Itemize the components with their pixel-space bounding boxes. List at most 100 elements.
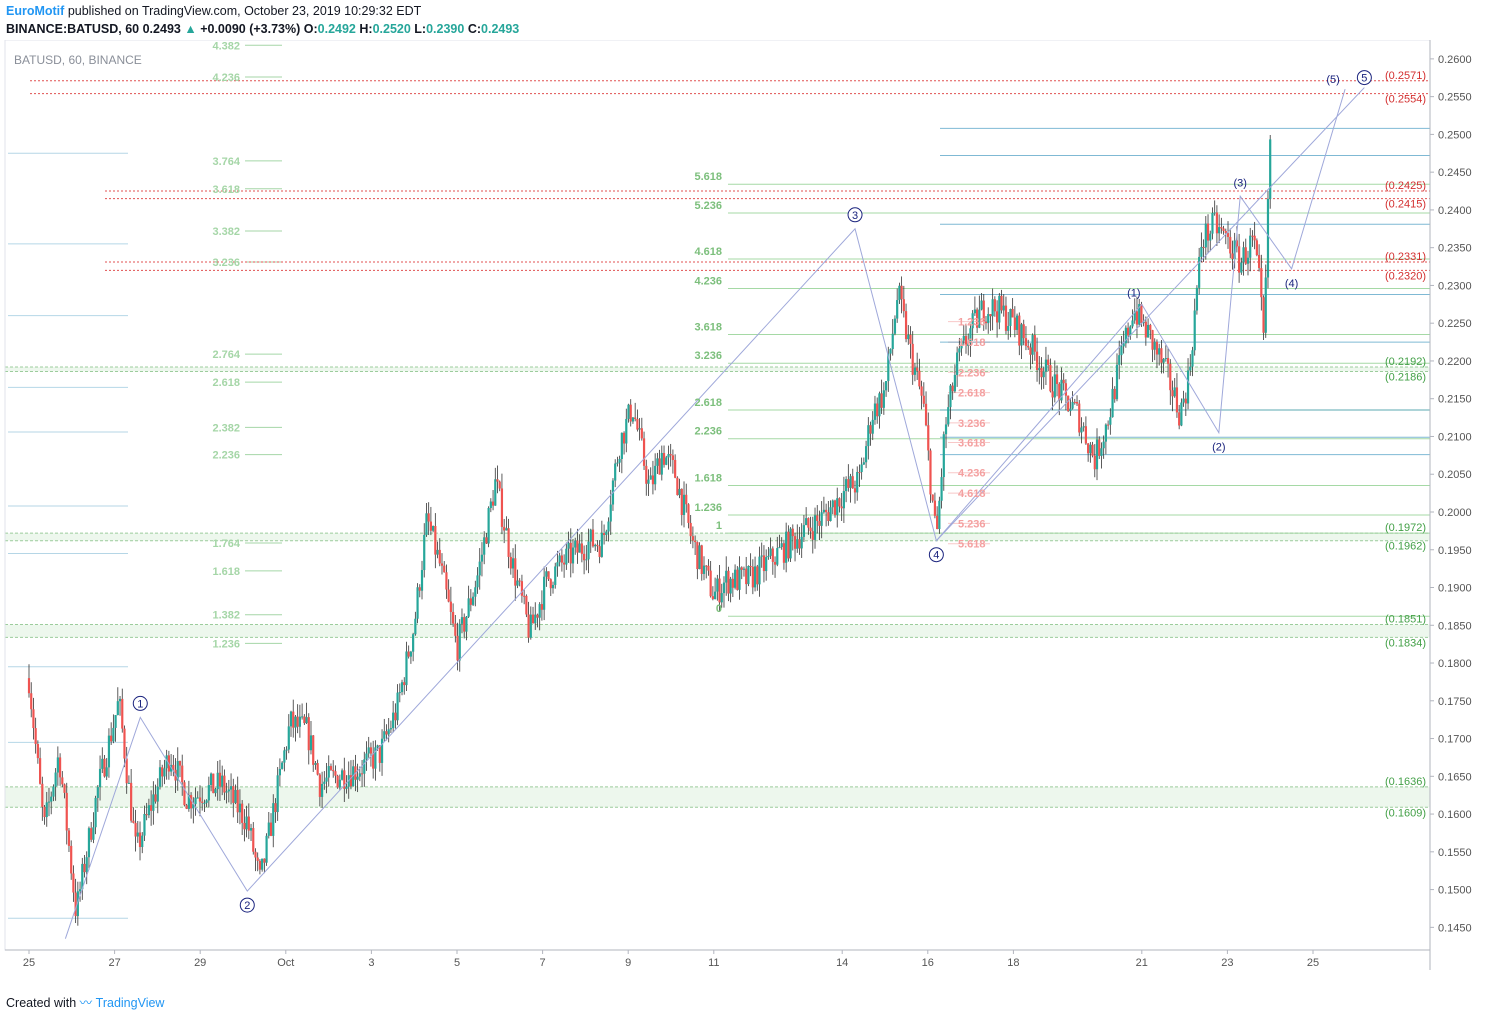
candle-body <box>991 299 994 317</box>
candle-body <box>238 803 242 813</box>
tradingview-brand[interactable]: TradingView <box>95 996 165 1010</box>
candle-body <box>665 457 668 465</box>
y-tick-label: 0.1850 <box>1438 620 1472 632</box>
candle-body <box>1146 324 1150 338</box>
price-level-label: (0.2192) <box>1385 356 1426 368</box>
price-chart[interactable]: (0.2571) (0.2554) (0.2425) (0.2415) (0.2331)… <box>0 40 1485 980</box>
candle-body <box>816 515 819 521</box>
candle-body <box>711 596 714 600</box>
candle-body <box>716 578 719 592</box>
candle-body <box>809 527 812 532</box>
candle-body <box>94 797 97 828</box>
candle-body <box>274 803 277 813</box>
candle-body <box>1020 324 1023 346</box>
candle-body <box>700 545 703 574</box>
candle-body <box>738 567 741 590</box>
candle-body <box>216 772 219 790</box>
candle-body <box>203 802 206 804</box>
level-bands <box>5 366 1430 808</box>
candle-body <box>585 559 588 561</box>
candle-body <box>676 477 679 496</box>
candle-body <box>534 614 537 624</box>
candle-body <box>307 717 310 751</box>
candle-body <box>63 784 66 793</box>
candle-body <box>529 614 532 638</box>
candle-body <box>314 763 317 765</box>
close-value: 0.2493 <box>481 22 520 36</box>
candle-body <box>292 711 295 728</box>
candle-body <box>1111 388 1114 418</box>
fib-left-label: 2.382 <box>212 422 240 434</box>
candle-body <box>507 528 510 557</box>
candle-body <box>1262 297 1265 333</box>
candle-body <box>731 578 734 588</box>
candle-body <box>54 772 57 787</box>
candle-body <box>334 771 337 776</box>
candle-body <box>780 543 783 548</box>
candle-body <box>862 462 865 465</box>
candle-body <box>478 561 481 576</box>
candle-body <box>616 462 619 464</box>
candle-body <box>525 595 528 615</box>
candle-body <box>980 300 983 310</box>
candle-body <box>1040 368 1043 378</box>
candle-body <box>218 772 222 787</box>
candle-body <box>1100 448 1103 456</box>
candle-body <box>667 454 670 458</box>
candle-body <box>327 766 330 778</box>
x-tick-label: 23 <box>1221 957 1233 969</box>
candle-body <box>1142 321 1145 324</box>
candle-body <box>1113 388 1116 400</box>
fib-left-label: 2.618 <box>212 377 240 389</box>
publish-header: EuroMotif published on TradingView.com, … <box>6 4 421 18</box>
candle-body <box>1235 240 1238 247</box>
candle-body <box>558 555 561 563</box>
candle-body <box>1164 358 1167 360</box>
candle-body <box>474 587 477 597</box>
candle-body <box>911 343 914 375</box>
fib-mid-label: 3.236 <box>694 350 722 362</box>
y-tick-label: 0.2250 <box>1438 318 1472 330</box>
y-tick-label: 0.2600 <box>1438 54 1472 66</box>
candle-body <box>1053 374 1056 398</box>
candle-body <box>303 716 306 724</box>
candle-body <box>427 513 430 522</box>
candle-body <box>638 428 641 430</box>
candle-body <box>1084 426 1088 444</box>
candle-body <box>1009 308 1012 326</box>
candle-body <box>656 458 659 466</box>
candle-body <box>571 547 575 564</box>
price-level-label: (0.1609) <box>1385 807 1426 819</box>
candle-body <box>671 455 675 460</box>
candle-body <box>56 757 59 773</box>
candle-body <box>1029 347 1032 355</box>
open-label: O: <box>303 22 318 36</box>
candle-body <box>358 773 361 777</box>
candle-body <box>771 548 774 562</box>
candle-body <box>480 554 484 562</box>
candle-body <box>165 755 168 769</box>
axes: 0.2600 0.2550 0.2500 0.2450 0.2400 0.2350 0.23… <box>4 40 1472 970</box>
candle-body <box>176 761 179 781</box>
candle-body <box>1015 315 1019 330</box>
candle-body <box>1240 262 1243 273</box>
candle-body <box>374 747 377 769</box>
candle-body <box>845 479 848 492</box>
candle-body <box>1178 412 1181 426</box>
candle-body <box>973 309 976 314</box>
wave-label: 2 <box>244 900 250 912</box>
candle-body <box>740 567 743 570</box>
candle-body <box>1115 364 1119 400</box>
author-name[interactable]: EuroMotif <box>6 4 65 18</box>
candle-body <box>1011 308 1014 318</box>
candle-body <box>400 682 404 693</box>
y-tick-label: 0.2100 <box>1438 431 1472 443</box>
candle-body <box>776 548 779 565</box>
candle-body <box>1098 439 1101 456</box>
candle-body <box>953 374 957 392</box>
fib-red-label: 2.236 <box>958 367 986 379</box>
candle-body <box>440 563 444 566</box>
candle-body <box>285 749 288 751</box>
support-band <box>5 624 1430 638</box>
candle-body <box>538 604 541 618</box>
